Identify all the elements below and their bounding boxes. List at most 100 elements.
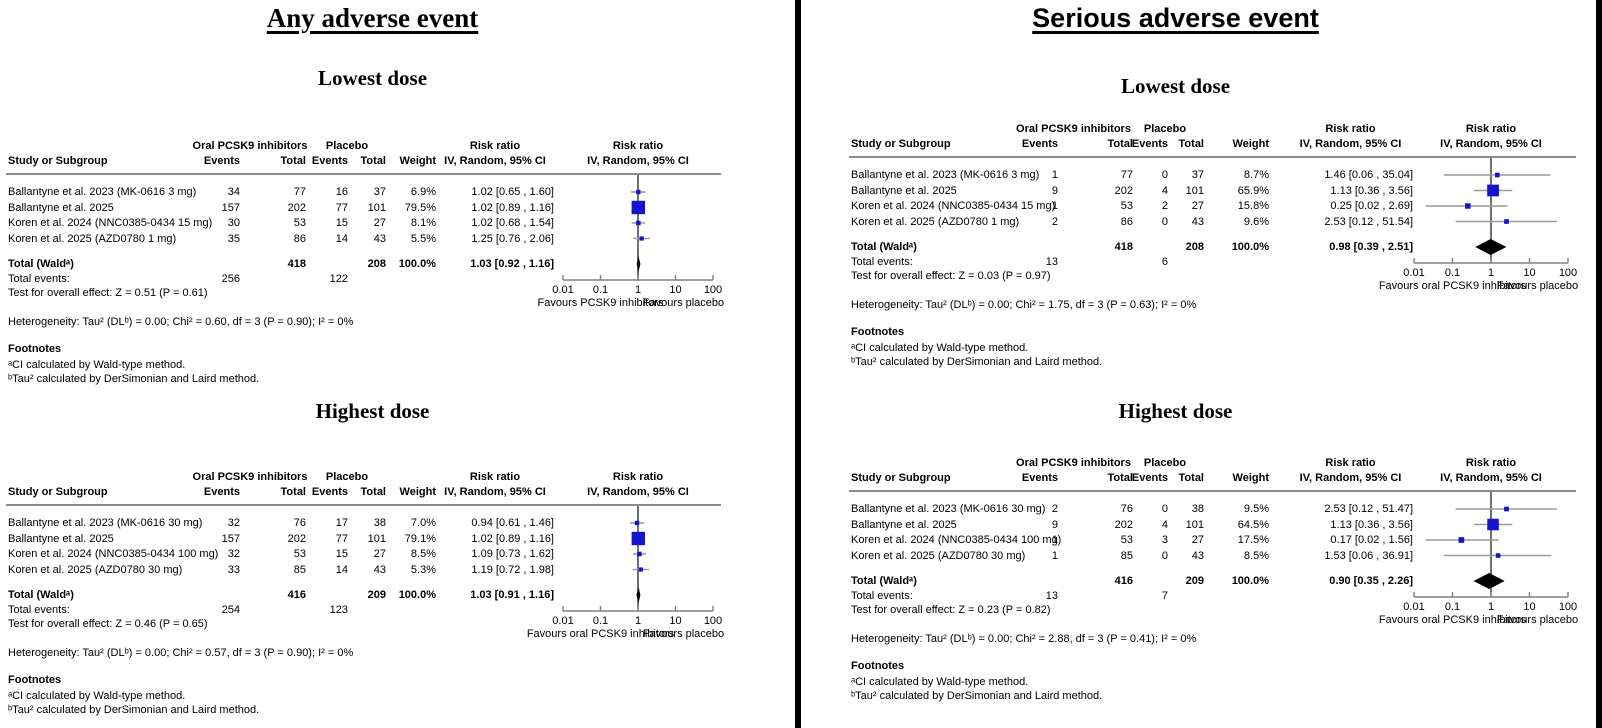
cell-pcsk9-total: 77 — [1120, 169, 1133, 181]
risk-ratio-marker — [1504, 506, 1509, 512]
favours-right-label: Favours placebo — [643, 628, 724, 640]
cell-placebo-events: 3 — [1161, 534, 1168, 546]
cell-weight: 9.6% — [1243, 215, 1269, 228]
cell-risk-ratio-ci: 1.53 [0.06 , 36.91] — [1324, 549, 1413, 562]
cell-study: Koren et al. 2025 (AZD0780 30 mg) — [8, 563, 183, 576]
column-header-events-placebo: Events — [311, 155, 348, 167]
cell-risk-ratio-ci: 1.02 [0.65 , 1.60] — [471, 186, 554, 198]
cell-pcsk9-total: 53 — [293, 548, 306, 560]
cell-risk-ratio-ci: 0.25 [0.02 , 2.69] — [1330, 200, 1413, 212]
axis-tick-label: 10 — [1523, 601, 1535, 613]
risk-ratio-marker — [1495, 172, 1500, 178]
total-risk-ratio-ci: 0.98 [0.39 , 2.51] — [1329, 241, 1413, 253]
cell-pcsk9-total: 202 — [1114, 184, 1133, 197]
total-pcsk9-total: 418 — [1114, 241, 1133, 253]
footnote-a: ᵃCI calculated by Wald-type method. — [851, 342, 1029, 354]
axis-tick-label: 1 — [635, 615, 641, 627]
cell-weight: 79.1% — [404, 532, 436, 545]
cell-pcsk9-events: 1 — [1051, 549, 1058, 562]
cell-risk-ratio-ci: 1.02 [0.89 , 1.16] — [471, 201, 554, 214]
risk-ratio-marker — [1487, 184, 1499, 197]
cell-pcsk9-events: 32 — [227, 548, 240, 560]
cell-placebo-events: 77 — [335, 532, 348, 545]
cell-risk-ratio-ci: 2.53 [0.12 , 51.47] — [1324, 503, 1413, 515]
forest-plot: 0.01 0.1 1 10 100 Favours oral PCSK9 inhibito… — [1379, 158, 1578, 292]
cell-weight: 15.8% — [1237, 200, 1269, 212]
figure-title: Serious adverse event — [1032, 3, 1319, 33]
cell-study: Koren et al. 2024 (NNC0385-0434 100 mg) — [851, 534, 1062, 546]
axis-tick-label: 0.1 — [593, 284, 608, 296]
cell-pcsk9-total: 77 — [293, 186, 306, 198]
risk-ratio-marker — [634, 520, 640, 526]
header-rule — [6, 173, 721, 175]
total-diamond — [636, 587, 641, 603]
cell-pcsk9-events: 35 — [227, 232, 240, 245]
cell-pcsk9-total: 86 — [293, 232, 306, 245]
column-group-treatment: Oral PCSK9 inhibitors — [1016, 457, 1131, 469]
cell-pcsk9-events: 9 — [1051, 518, 1058, 531]
total-placebo-total: 208 — [367, 258, 386, 270]
column-header-events-treatment: Events — [1021, 138, 1058, 150]
total-label: Total (Waldᵃ) — [851, 241, 917, 253]
risk-ratio-marker — [631, 200, 646, 215]
risk-ratio-marker — [636, 220, 641, 226]
cell-placebo-total: 27 — [1191, 200, 1204, 212]
cell-pcsk9-total: 202 — [287, 201, 306, 214]
cell-placebo-events: 4 — [1161, 184, 1168, 197]
cell-weight: 5.5% — [410, 232, 436, 245]
risk-ratio-marker — [1495, 553, 1501, 558]
total-label: Total (Waldᵃ) — [8, 258, 74, 270]
total-placebo-total: 209 — [1185, 575, 1204, 587]
favours-left-label: Favours oral PCSK9 inhibitors — [1379, 614, 1527, 626]
column-header-risk-ratio-plot: Risk ratio — [1465, 457, 1517, 469]
cell-pcsk9-events: 30 — [227, 217, 240, 229]
cell-placebo-events: 17 — [335, 517, 348, 529]
axis-tick-label: 10 — [669, 284, 681, 296]
column-header-study: Study or Subgroup — [851, 138, 951, 150]
total-events-pcsk9: 256 — [221, 273, 240, 285]
column-header-risk-ratio-plot: Risk ratio — [612, 140, 664, 152]
panel-any-adverse-event-highest-dose: Oral PCSK9 inhibitors Placebo Risk ratio Ri… — [0, 471, 795, 726]
cell-placebo-total: 37 — [373, 186, 386, 198]
cell-study: Ballantyne et al. 2025 — [851, 518, 957, 531]
cell-risk-ratio-ci: 1.19 [0.72 , 1.98] — [471, 563, 554, 576]
panel-any-adverse-event-lowest-dose: Oral PCSK9 inhibitors Placebo Risk ratio Ri… — [0, 140, 795, 395]
column-header-risk-ratio-text: Risk ratio — [469, 471, 521, 483]
cell-pcsk9-total: 202 — [1114, 518, 1133, 531]
favours-left-label: Favours oral PCSK9 inhibitors — [1379, 280, 1527, 292]
cell-risk-ratio-ci: 1.25 [0.76 , 2.06] — [471, 232, 554, 245]
cell-pcsk9-total: 76 — [293, 517, 306, 529]
column-header-events-treatment: Events — [203, 155, 240, 167]
total-events-placebo: 123 — [329, 604, 348, 616]
cell-placebo-total: 27 — [1191, 534, 1204, 546]
cell-study: Ballantyne et al. 2025 — [8, 532, 114, 545]
footnote-b: ᵇTau² calculated by DerSimonian and Lair… — [851, 690, 1103, 702]
column-header-weight: Weight — [1232, 472, 1269, 484]
total-diamond — [636, 256, 641, 272]
cell-weight: 7.0% — [410, 517, 436, 529]
column-header-study: Study or Subgroup — [8, 155, 108, 167]
axis-tick-label: 0.01 — [552, 284, 573, 296]
total-events-placebo: 6 — [1161, 256, 1168, 268]
cell-weight: 8.7% — [1243, 169, 1269, 181]
cell-placebo-total: 43 — [373, 563, 386, 576]
cell-study: Ballantyne et al. 2025 — [851, 184, 957, 197]
figure-title: Any adverse event — [266, 3, 479, 33]
column-group-treatment: Oral PCSK9 inhibitors — [192, 471, 308, 483]
footnote-b: ᵇTau² calculated by DerSimonian and Lair… — [8, 373, 260, 385]
cell-study: Koren et al. 2024 (NNC0385-0434 15 mg) — [8, 217, 213, 229]
column-header-method-text: IV, Random, 95% CI — [1299, 472, 1402, 484]
cell-study: Ballantyne et al. 2023 (MK-0616 3 mg) — [851, 169, 1040, 181]
total-diamond — [1475, 239, 1507, 255]
cell-pcsk9-events: 1 — [1051, 169, 1058, 181]
cell-placebo-total: 43 — [1191, 549, 1204, 562]
column-header-risk-ratio-text: Risk ratio — [1325, 123, 1376, 135]
cell-placebo-total: 38 — [373, 517, 386, 529]
total-placebo-total: 208 — [1185, 241, 1204, 253]
total-risk-ratio-ci: 1.03 [0.91 , 1.16] — [470, 589, 554, 601]
heterogeneity-stats: Heterogeneity: Tau² (DLᵇ) = 0.00; Chi² =… — [851, 633, 1197, 645]
cell-weight: 8.1% — [410, 217, 436, 229]
favours-left-label: Favours oral PCSK9 inhibitors — [527, 628, 675, 640]
cell-pcsk9-events: 34 — [227, 186, 240, 198]
